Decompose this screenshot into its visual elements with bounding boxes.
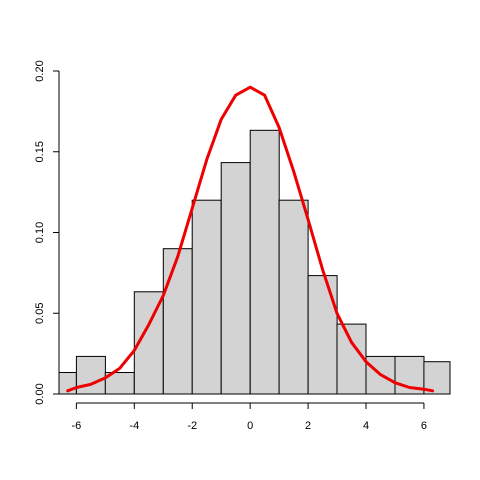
y-tick-label-2: 0.10 bbox=[34, 222, 46, 243]
chart-axes: 0.00 0.05 0.10 0.15 0.20 -6 -4 -2 0 2 4 6 bbox=[34, 60, 427, 432]
x-tick-label-4: 2 bbox=[305, 420, 311, 432]
x-tick-label-6: 6 bbox=[421, 420, 427, 432]
x-tick-label-1: -4 bbox=[129, 420, 139, 432]
density-curve bbox=[66, 85, 435, 393]
histogram-bar-8 bbox=[278, 199, 309, 395]
histogram-bar-7 bbox=[249, 129, 280, 395]
x-tick-label-3: 0 bbox=[247, 420, 253, 432]
y-tick-label-4: 0.20 bbox=[34, 60, 46, 81]
x-tick-label-2: -2 bbox=[187, 420, 197, 432]
y-tick-label-0: 0.00 bbox=[34, 383, 46, 404]
x-tick-label-5: 4 bbox=[363, 420, 369, 432]
y-tick-label-3: 0.15 bbox=[34, 141, 46, 162]
histogram-bar-1 bbox=[75, 355, 106, 395]
histogram-bar-5 bbox=[191, 199, 222, 395]
histogram-bar-9 bbox=[307, 275, 338, 395]
histogram-bar-6 bbox=[220, 162, 251, 395]
density-curve-group bbox=[66, 85, 435, 393]
y-tick-label-1: 0.05 bbox=[34, 303, 46, 324]
x-tick-label-0: -6 bbox=[71, 420, 81, 432]
histogram-bar-4 bbox=[162, 248, 193, 395]
histogram-bars bbox=[58, 129, 451, 395]
histogram-bar-13 bbox=[423, 361, 451, 395]
histogram-bar-10 bbox=[336, 323, 367, 395]
